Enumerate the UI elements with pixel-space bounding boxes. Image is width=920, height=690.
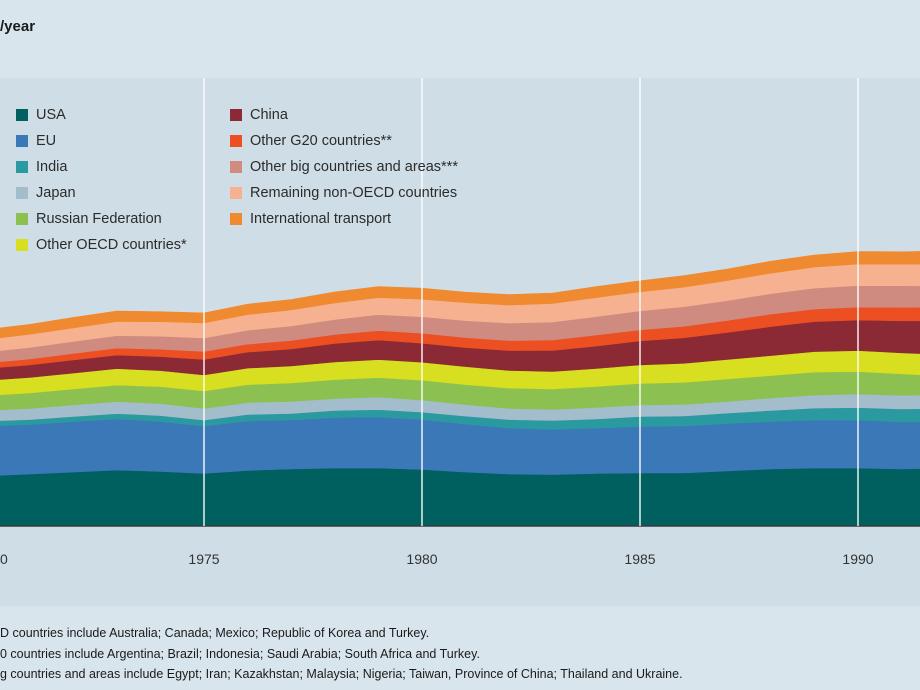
stacked-area-chart: 197519801985199019952000200520100 — [0, 78, 920, 567]
legend-swatch — [230, 135, 242, 147]
legend-swatch — [16, 109, 28, 121]
x-tick-label-1970-partial: 0 — [0, 551, 8, 567]
legend-item-international-transport: International transport — [230, 211, 391, 227]
legend-item-usa: USA — [16, 107, 66, 123]
x-tick-label-1985: 1985 — [624, 551, 655, 567]
legend-item-remaining-non-oecd-countries: Remaining non-OECD countries — [230, 185, 457, 201]
legend-label: Japan — [36, 185, 76, 201]
area-international-transport — [0, 251, 920, 339]
legend-swatch — [230, 213, 242, 225]
legend-label: India — [36, 159, 68, 175]
legend-label: China — [250, 107, 288, 123]
legend-label: Other G20 countries** — [250, 133, 392, 149]
legend-label: USA — [36, 107, 66, 123]
legend-item-china: China — [230, 107, 288, 123]
footnote-oecd: D countries include Australia; Canada; M… — [0, 626, 430, 640]
legend-label: Other OECD countries* — [36, 237, 187, 253]
legend-swatch — [16, 135, 28, 147]
legend-swatch — [16, 213, 28, 225]
legend-swatch — [230, 187, 242, 199]
footnote-g20: 0 countries include Argentina; Brazil; I… — [0, 647, 480, 661]
legend-label: Russian Federation — [36, 211, 162, 227]
legend-label: Other big countries and areas*** — [250, 159, 458, 175]
legend-item-india: India — [16, 159, 67, 175]
legend-swatch — [16, 161, 28, 173]
legend-label: EU — [36, 133, 57, 149]
footnote-big-countries: g countries and areas include Egypt; Ira… — [0, 667, 683, 681]
legend-item-other-oecd-countries: Other OECD countries* — [16, 237, 187, 253]
legend-swatch — [16, 239, 28, 251]
legend-item-japan: Japan — [16, 185, 76, 201]
legend-swatch — [230, 161, 242, 173]
area-eu — [0, 416, 920, 476]
legend-item-eu: EU — [16, 133, 56, 149]
legend-label: Remaining non-OECD countries — [250, 185, 458, 201]
unit-label: /year — [0, 18, 36, 35]
x-tick-label-1980: 1980 — [406, 551, 437, 567]
x-tick-label-1990: 1990 — [842, 551, 873, 567]
legend-item-other-g20-countries: Other G20 countries** — [230, 133, 392, 149]
legend-label: International transport — [250, 211, 392, 227]
legend-swatch — [230, 109, 242, 121]
legend-item-russian-federation: Russian Federation — [16, 211, 162, 227]
legend-swatch — [16, 187, 28, 199]
x-tick-label-1975: 1975 — [188, 551, 219, 567]
legend-item-other-big-countries-and-areas: Other big countries and areas*** — [230, 159, 458, 175]
